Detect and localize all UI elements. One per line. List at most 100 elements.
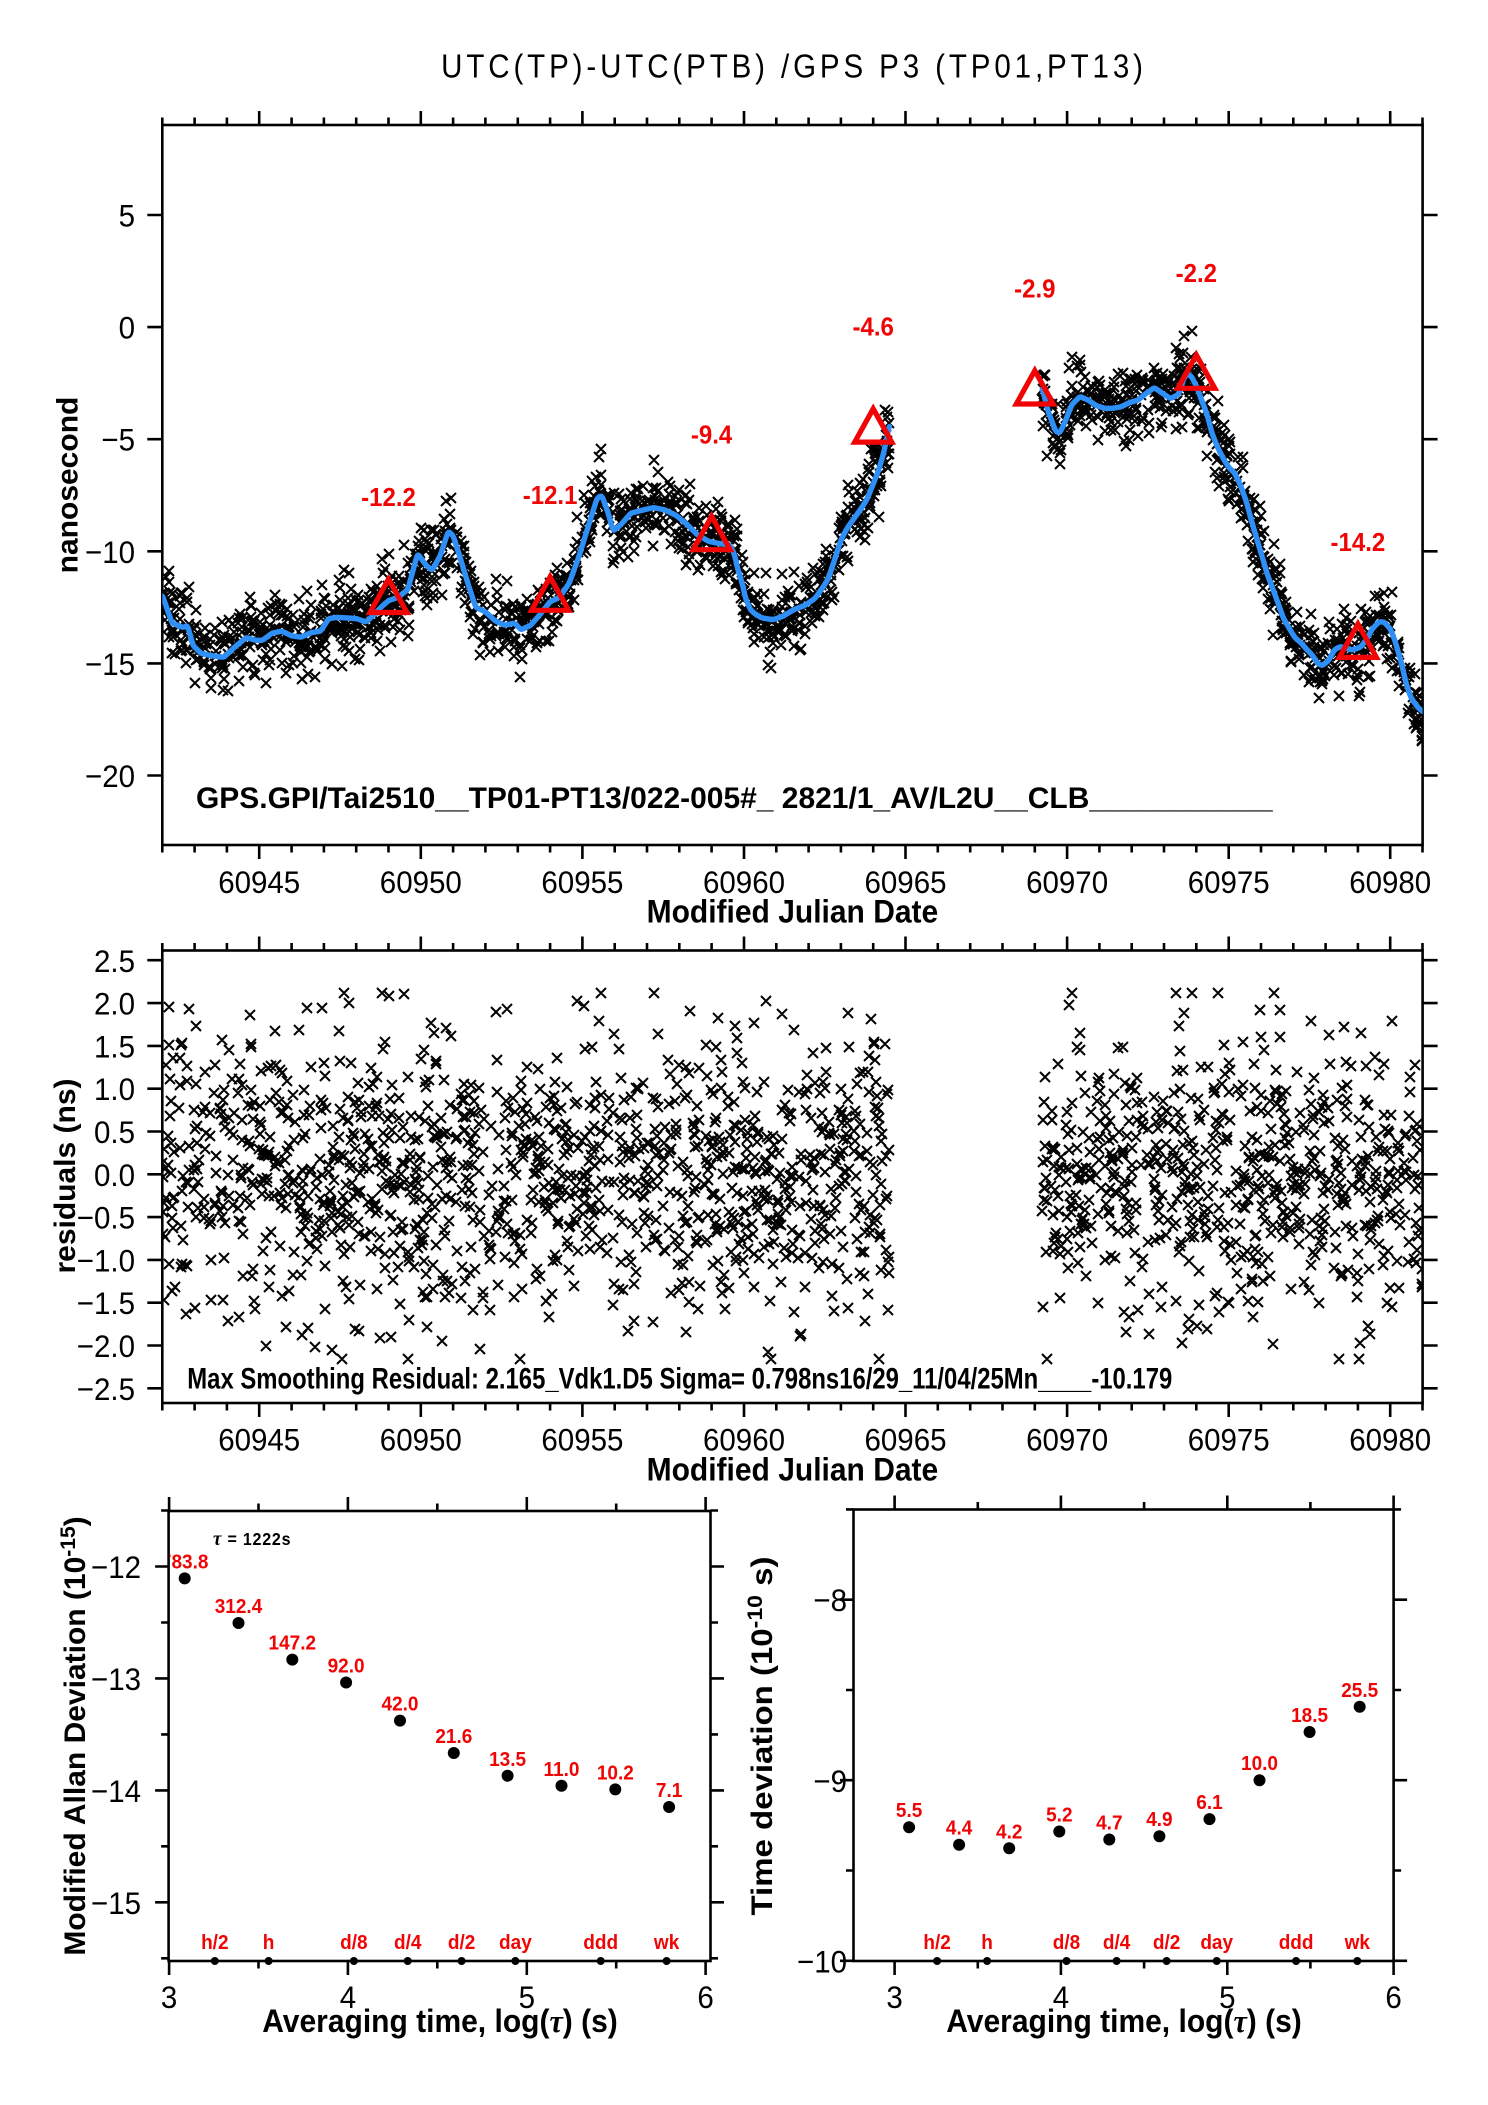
svg-text:60950: 60950 [380,864,462,900]
svg-text:1.5: 1.5 [94,1028,135,1064]
svg-text:783.8: 783.8 [161,1551,209,1574]
svg-text:0: 0 [119,310,135,346]
svg-text:13.5: 13.5 [489,1748,526,1771]
svg-text:60975: 60975 [1188,1421,1270,1457]
svg-text:4: 4 [340,1979,356,2015]
svg-text:−5: −5 [101,422,135,458]
svg-text:5: 5 [119,197,135,233]
svg-text:−1.0: −1.0 [77,1242,135,1278]
svg-text:ddd: ddd [583,1931,618,1954]
svg-text:60960: 60960 [703,1421,785,1457]
svg-text:10.2: 10.2 [597,1762,634,1785]
svg-text:6.1: 6.1 [1196,1791,1222,1814]
svg-text:−9: −9 [813,1763,847,1799]
svg-text:wk: wk [1344,1931,1371,1954]
svg-text:−1.5: −1.5 [77,1285,135,1321]
svg-text:4.7: 4.7 [1096,1812,1122,1835]
svg-text:60955: 60955 [541,1421,623,1457]
svg-text:−0.5: −0.5 [77,1200,135,1236]
svg-text:60965: 60965 [864,864,946,900]
svg-text:92.0: 92.0 [328,1655,365,1678]
svg-text:3: 3 [886,1979,902,2015]
svg-text:h/2: h/2 [201,1931,228,1954]
svg-text:60980: 60980 [1349,1421,1431,1457]
svg-text:6: 6 [1385,1979,1401,2015]
svg-text:312.4: 312.4 [215,1595,263,1618]
svg-text:60945: 60945 [218,864,300,900]
svg-text:60980: 60980 [1349,864,1431,900]
svg-text:−15: −15 [91,1885,141,1921]
svg-text:4: 4 [1053,1979,1069,2015]
svg-text:−15: −15 [85,646,135,682]
svg-text:d/8: d/8 [340,1931,367,1954]
svg-text:-4.6: -4.6 [853,313,894,342]
svg-text:60975: 60975 [1188,864,1270,900]
svg-text:7.1: 7.1 [656,1779,682,1802]
svg-text:Modified Julian Date: Modified Julian Date [647,1451,939,1487]
svg-text:11.0: 11.0 [544,1758,580,1781]
svg-text:60970: 60970 [1026,864,1108,900]
svg-text:day: day [499,1931,532,1954]
svg-text:60955: 60955 [541,864,623,900]
svg-text:−2.0: −2.0 [77,1328,135,1364]
svg-text:Max Smoothing Residual: 2.165_: Max Smoothing Residual: 2.165_Vdk1.D5 Si… [187,1362,1172,1395]
svg-text:Modified Allan Deviation (10-1: Modified Allan Deviation (10-15) [57,1516,92,1955]
svg-text:UTC(TP)-UTC(PTB) /GPS P3 (T: UTC(TP)-UTC(PTB) /GPS P3 (TP01,PT13) [441,48,1147,85]
svg-text:Modified Julian Date: Modified Julian Date [647,893,939,929]
svg-text:10.0: 10.0 [1241,1753,1278,1776]
svg-text:nanosecond: nanosecond [52,397,85,574]
svg-text:-2.9: -2.9 [1014,275,1055,304]
svg-text:-9.4: -9.4 [691,420,732,449]
svg-text:5.2: 5.2 [1046,1804,1072,1827]
svg-text:-2.2: -2.2 [1176,259,1217,288]
svg-text:residuals (ns): residuals (ns) [49,1078,82,1273]
svg-text:5.5: 5.5 [896,1800,922,1823]
svg-text:1.0: 1.0 [94,1071,135,1107]
svg-text:d/4: d/4 [394,1931,421,1954]
svg-text:day: day [1200,1931,1233,1954]
svg-text:h/2: h/2 [923,1931,950,1954]
svg-text:60970: 60970 [1026,1421,1108,1457]
svg-text:−14: −14 [91,1773,141,1809]
svg-text:-14.2: -14.2 [1331,528,1386,557]
svg-text:d/2: d/2 [448,1931,475,1954]
svg-text:2.0: 2.0 [94,986,135,1022]
svg-text:−10: −10 [797,1943,847,1979]
svg-text:3: 3 [161,1979,177,2015]
svg-text:d/8: d/8 [1053,1931,1080,1954]
svg-text:2.5: 2.5 [94,943,135,979]
svg-text:6: 6 [697,1979,713,2015]
svg-text:21.6: 21.6 [435,1725,472,1748]
svg-text:−13: −13 [91,1661,141,1697]
svg-text:5: 5 [519,1979,535,2015]
svg-text:42.0: 42.0 [382,1693,419,1716]
svg-text:60960: 60960 [703,864,785,900]
svg-text:5: 5 [1219,1979,1235,2015]
svg-text:4.9: 4.9 [1146,1809,1172,1832]
svg-text:-12.2: -12.2 [361,483,416,512]
svg-text:h: h [263,1931,275,1954]
svg-text:wk: wk [653,1931,680,1954]
svg-text:-12.1: -12.1 [523,481,578,510]
svg-text:τ = 1222s: τ = 1222s [213,1527,291,1550]
svg-text:d/2: d/2 [1153,1931,1180,1954]
svg-text:−2.5: −2.5 [77,1371,135,1407]
svg-text:147.2: 147.2 [269,1632,317,1655]
svg-text:60945: 60945 [218,1421,300,1457]
svg-text:0.0: 0.0 [94,1157,135,1193]
svg-text:d/4: d/4 [1103,1931,1130,1954]
svg-text:GPS.GPI/Tai2510__TP01-PT13/022: GPS.GPI/Tai2510__TP01-PT13/022-005#_ 282… [196,782,1273,815]
svg-text:−10: −10 [85,534,135,570]
svg-text:ddd: ddd [1279,1931,1314,1954]
svg-text:−12: −12 [91,1549,141,1585]
svg-text:25.5: 25.5 [1341,1679,1378,1702]
svg-text:h: h [981,1931,993,1954]
svg-text:18.5: 18.5 [1291,1704,1328,1727]
svg-text:−20: −20 [85,758,135,794]
svg-text:0.5: 0.5 [94,1114,135,1150]
svg-text:4.2: 4.2 [996,1821,1022,1844]
svg-text:Averaging time, log(τ) (s): Averaging time, log(τ) (s) [946,2003,1302,2039]
svg-text:60950: 60950 [380,1421,462,1457]
svg-text:4.4: 4.4 [946,1817,972,1840]
svg-text:−8: −8 [813,1582,847,1618]
